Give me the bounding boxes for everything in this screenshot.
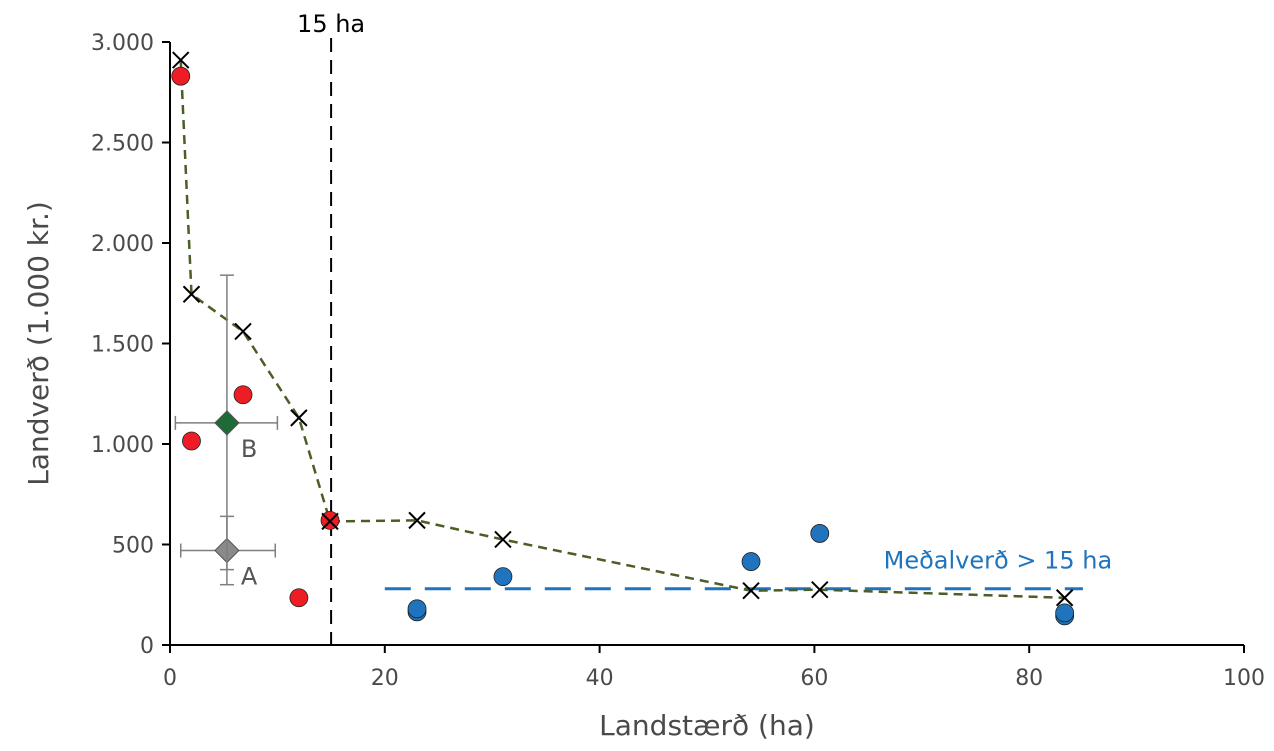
summary-error-bars — [174, 274, 279, 586]
y-tick-label: 1.000 — [91, 433, 154, 458]
x-marker — [742, 582, 760, 600]
x-tick-label: 60 — [800, 666, 828, 691]
x-axis-title: Landstærð (ha) — [599, 709, 815, 742]
x-marker-stroke — [234, 322, 252, 341]
circle-red-point — [182, 431, 201, 451]
summary-diamond-b — [214, 410, 240, 436]
trend-line-group — [179, 60, 1065, 600]
y-axis-title: Landverð (1.000 kr.) — [22, 201, 55, 486]
circle-red-point — [171, 66, 191, 86]
ticks: 0 20 40 60 80 100 0 500 1.000 1.500 2.000 2.500 3.00… — [91, 31, 1265, 691]
x-marker — [182, 285, 201, 303]
summary-label-a: A — [241, 563, 258, 591]
circle-blue-point — [810, 524, 830, 543]
trend-line — [179, 60, 1065, 600]
x-tick-label: 0 — [163, 666, 177, 691]
circle-blue-point — [741, 552, 761, 571]
data-points — [171, 66, 1075, 626]
x-markers — [172, 51, 1074, 607]
x-marker — [811, 581, 829, 599]
x-marker-stroke — [811, 581, 829, 599]
mean-price-label: Meðalverð > 15 ha — [884, 547, 1113, 575]
y-tick-label: 2.500 — [91, 132, 154, 157]
circle-blue-point — [407, 599, 427, 619]
x-marker-stroke — [182, 285, 201, 303]
x-marker-stroke — [494, 530, 512, 549]
x-marker — [494, 530, 512, 549]
y-tick-label: 3.000 — [91, 31, 154, 56]
x-tick-label: 100 — [1223, 666, 1265, 691]
summary-label-b: B — [241, 435, 257, 463]
circle-blue-point — [493, 567, 513, 587]
x-tick-label: 80 — [1015, 666, 1043, 691]
reference-lines: 15 ha Meðalverð > 15 ha — [297, 10, 1112, 645]
x-tick-label: 20 — [371, 666, 399, 691]
threshold-label: 15 ha — [297, 10, 365, 38]
y-tick-label: 500 — [112, 534, 154, 559]
x-marker-stroke — [321, 512, 339, 531]
circle-red-point — [289, 588, 309, 608]
x-marker-stroke — [408, 511, 426, 530]
x-tick-label: 40 — [586, 666, 614, 691]
y-tick-label: 2.000 — [91, 232, 154, 257]
x-marker-stroke — [1055, 589, 1074, 607]
x-marker — [1055, 589, 1074, 607]
x-marker — [290, 409, 308, 427]
x-marker-stroke — [172, 51, 190, 69]
labels: AB — [241, 435, 258, 591]
x-marker-stroke — [290, 409, 308, 427]
y-tick-label: 1.500 — [91, 333, 154, 358]
x-marker — [234, 322, 252, 341]
axes — [162, 42, 1244, 653]
y-tick-label: 0 — [140, 634, 154, 659]
x-marker — [172, 51, 190, 69]
circle-blue-point — [1055, 603, 1075, 623]
x-marker — [408, 511, 426, 530]
x-marker — [321, 512, 339, 531]
circle-red-point — [233, 385, 253, 405]
x-marker-stroke — [742, 582, 760, 600]
